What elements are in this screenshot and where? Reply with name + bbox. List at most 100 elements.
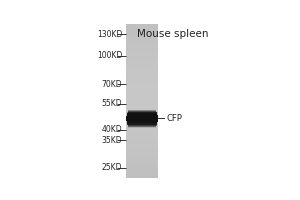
Bar	[126, 109, 158, 111]
Bar	[127, 113, 157, 114]
Bar	[127, 122, 157, 123]
Bar	[128, 125, 157, 126]
Text: 100KD: 100KD	[97, 51, 122, 60]
Bar	[126, 99, 158, 101]
Bar	[126, 105, 158, 107]
Bar	[126, 24, 158, 26]
Bar	[127, 113, 157, 114]
Bar	[128, 110, 156, 111]
Bar	[126, 147, 158, 149]
Text: CFP: CFP	[167, 114, 182, 123]
Bar	[128, 126, 156, 127]
Bar	[126, 149, 158, 151]
Bar	[128, 110, 156, 111]
Bar	[127, 114, 157, 115]
Bar	[128, 112, 157, 113]
Bar	[126, 117, 158, 118]
Bar	[126, 116, 158, 118]
Bar	[126, 80, 158, 82]
Bar	[128, 124, 157, 125]
Bar	[126, 117, 158, 118]
Bar	[127, 123, 157, 124]
Bar	[126, 163, 158, 165]
Bar	[126, 117, 158, 118]
Bar	[126, 89, 158, 91]
Bar	[126, 45, 158, 47]
Bar	[126, 84, 158, 86]
Bar	[126, 119, 158, 120]
Bar	[126, 53, 158, 55]
Bar	[126, 118, 158, 119]
Bar	[126, 107, 158, 109]
Bar	[127, 123, 157, 124]
Bar	[128, 111, 156, 112]
Bar	[127, 120, 158, 121]
Bar	[126, 170, 158, 172]
Bar	[126, 86, 158, 88]
Bar	[127, 123, 157, 124]
Bar	[126, 116, 158, 117]
Bar	[128, 127, 156, 128]
Bar	[126, 153, 158, 155]
Bar	[127, 120, 158, 121]
Bar	[126, 116, 158, 117]
Bar	[126, 59, 158, 61]
Bar	[126, 139, 158, 141]
Bar	[126, 47, 158, 49]
Bar	[128, 111, 156, 112]
Bar	[127, 115, 158, 116]
Bar	[128, 112, 157, 113]
Bar	[128, 112, 157, 113]
Bar	[126, 172, 158, 174]
Bar	[128, 124, 157, 125]
Bar	[126, 88, 158, 89]
Bar	[126, 26, 158, 28]
Bar	[126, 128, 158, 130]
Bar	[126, 124, 158, 126]
Bar	[126, 119, 158, 120]
Bar	[126, 120, 158, 121]
Bar	[126, 151, 158, 153]
Bar	[126, 114, 158, 116]
Bar	[127, 122, 157, 123]
Bar	[126, 82, 158, 84]
Bar	[126, 57, 158, 59]
Bar	[126, 159, 158, 161]
Bar	[127, 113, 157, 114]
Bar	[128, 125, 157, 126]
Bar	[126, 119, 158, 120]
Bar	[127, 123, 157, 124]
Bar	[127, 113, 157, 114]
Bar	[126, 174, 158, 176]
Bar	[128, 127, 156, 128]
Bar	[128, 125, 157, 126]
Bar	[128, 127, 156, 128]
Bar	[126, 63, 158, 64]
Bar	[127, 120, 158, 121]
Bar	[126, 118, 158, 119]
Bar	[127, 113, 157, 114]
Bar	[128, 112, 157, 113]
Bar	[127, 121, 158, 122]
Bar	[126, 157, 158, 159]
Bar	[128, 127, 156, 128]
Bar	[126, 126, 158, 128]
Bar	[127, 114, 157, 115]
Bar	[126, 68, 158, 70]
Bar	[128, 124, 157, 125]
Bar	[126, 28, 158, 30]
Bar	[127, 114, 157, 115]
Bar	[126, 132, 158, 134]
Bar	[127, 115, 158, 116]
Bar	[126, 64, 158, 66]
Bar	[128, 124, 157, 125]
Bar	[128, 127, 156, 128]
Bar	[128, 126, 156, 127]
Bar	[126, 141, 158, 143]
Bar	[126, 136, 158, 138]
Bar	[126, 61, 158, 63]
Bar	[127, 122, 157, 123]
Bar	[127, 121, 158, 122]
Bar	[126, 116, 158, 117]
Bar	[126, 119, 158, 120]
